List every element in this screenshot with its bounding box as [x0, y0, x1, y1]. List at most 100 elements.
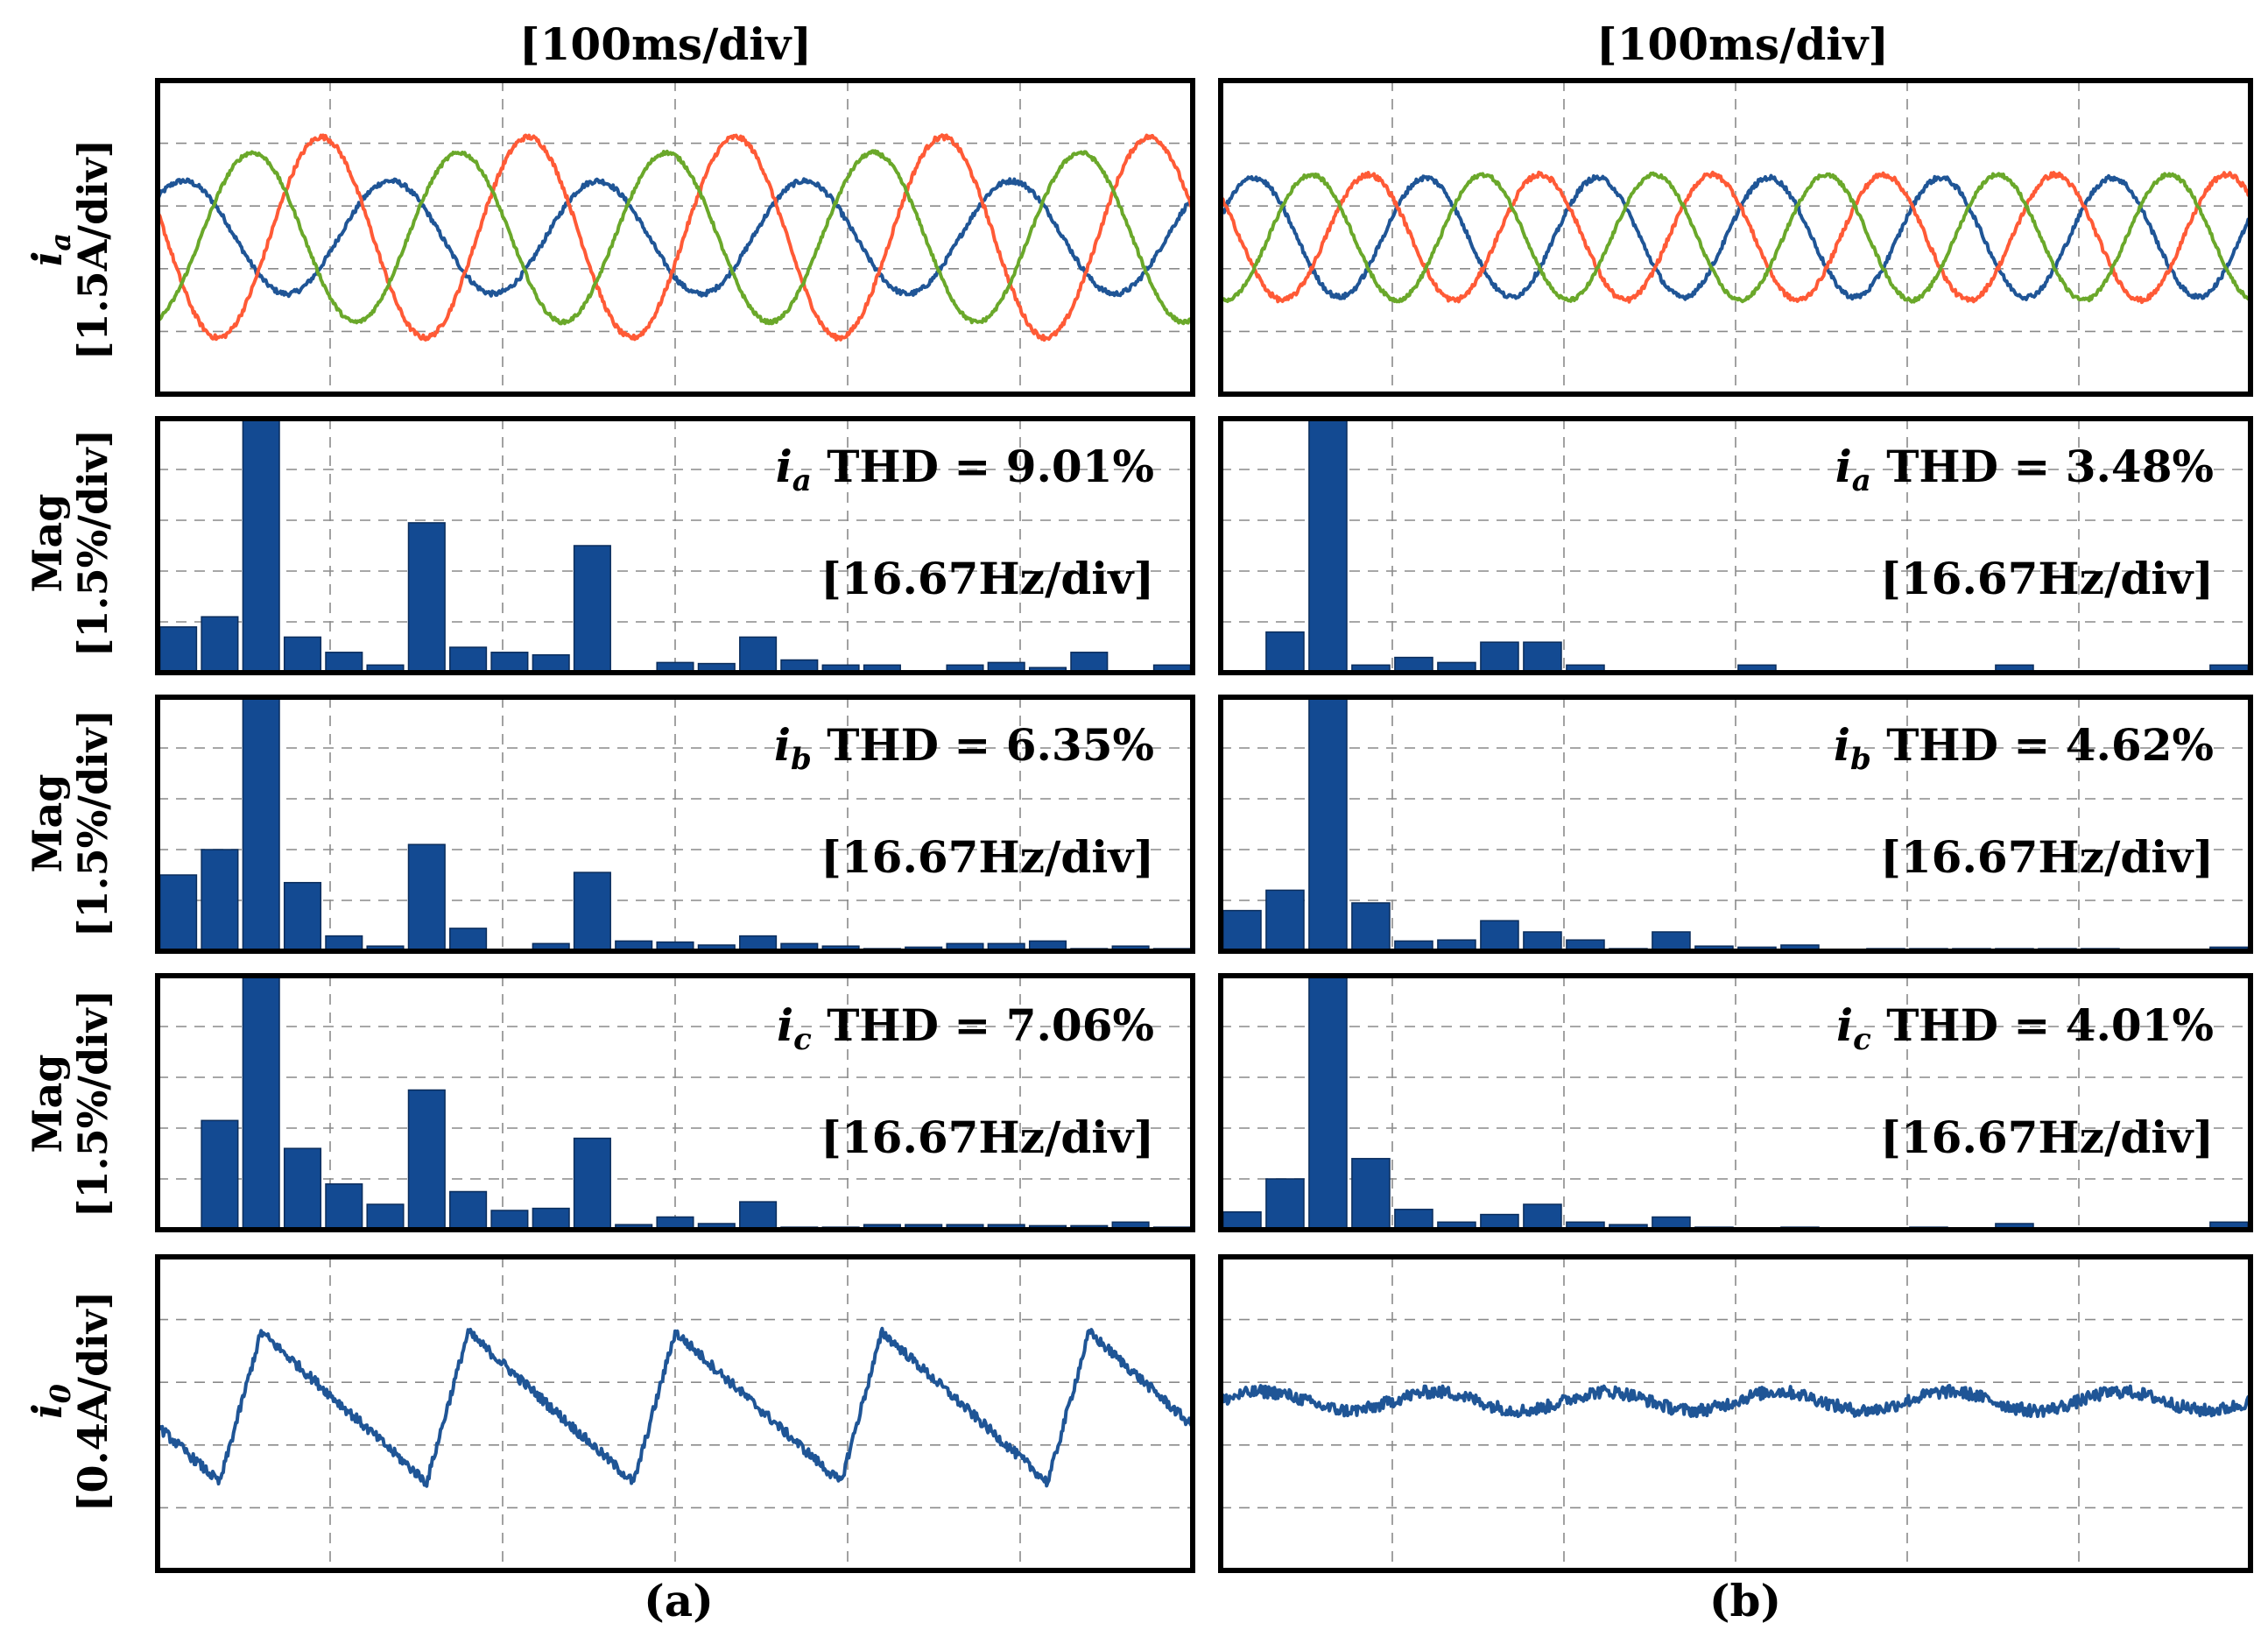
svg-text:Mag: Mag	[24, 494, 71, 593]
harmonic-bar	[573, 1137, 611, 1231]
harmonic-bar	[449, 1190, 488, 1231]
col-a-time-scale: [100ms/div]	[519, 18, 812, 70]
harmonic-bar	[1308, 696, 1348, 952]
harmonic-bar	[1222, 909, 1262, 952]
freq-scale-b-ic: [16.67Hz/div]	[1880, 1111, 2214, 1163]
freq-scale-b-ia: [16.67Hz/div]	[1880, 553, 2214, 604]
row-label-i0: i0 [0.4A/div]	[24, 1291, 116, 1512]
panel-frame	[1218, 973, 2253, 1232]
freq-scale-a-ia: [16.67Hz/div]	[821, 553, 1154, 604]
harmonic-bar	[242, 696, 280, 952]
freq-scale-a-ic: [16.67Hz/div]	[821, 1111, 1154, 1163]
harmonic-bar	[1523, 1203, 1562, 1231]
harmonic-bar	[325, 652, 363, 674]
panel-frame	[1218, 416, 2253, 675]
harmonic-bar	[283, 1147, 322, 1231]
harmonic-bar	[407, 1089, 446, 1231]
marks-layer	[156, 133, 2252, 1488]
freq-scale-a-ib: [16.67Hz/div]	[821, 831, 1154, 883]
harmonic-bar	[366, 1203, 405, 1231]
harmonic-bar	[159, 874, 198, 952]
svg-text:Mag: Mag	[24, 1055, 71, 1154]
trace-phase-a-blue-	[157, 177, 1194, 299]
harmonic-bar	[1480, 641, 1519, 674]
col-b-time-scale: [100ms/div]	[1596, 18, 1889, 70]
svg-text:[1.5%/div]: [1.5%/div]	[69, 429, 116, 657]
freq-scale-b-ib: [16.67Hz/div]	[1880, 831, 2214, 883]
harmonic-bar	[1222, 1210, 1262, 1231]
trace-phase-b-orange-	[156, 133, 1194, 342]
harmonic-bar	[1265, 631, 1305, 674]
panel-frame	[155, 416, 1195, 675]
harmonic-bar	[325, 1183, 363, 1231]
trace-phase-b-orange-	[1219, 170, 2251, 305]
harmonic-bar	[490, 652, 529, 674]
thd-label-b-ib: ib THD = 4.62%	[1834, 719, 2214, 777]
harmonic-bar	[407, 843, 446, 952]
harmonic-bar	[1265, 889, 1305, 952]
trace-phase-c-green-	[157, 149, 1194, 326]
harmonic-bar	[1351, 1158, 1391, 1231]
thd-label-b-ia: ia THD = 3.48%	[1835, 441, 2214, 498]
panel-frame	[155, 78, 1195, 397]
harmonic-bar	[532, 1207, 570, 1231]
row-label-mag-1: Mag [1.5%/div]	[24, 429, 116, 657]
svg-text:[1.5%/div]: [1.5%/div]	[69, 990, 116, 1217]
harmonic-bar	[1351, 902, 1391, 952]
harmonic-bar	[449, 928, 488, 952]
harmonic-bar	[201, 1119, 239, 1231]
harmonic-bar	[1523, 931, 1562, 952]
harmonic-bar	[1070, 652, 1109, 674]
thd-label-a-ic: ic THD = 7.06%	[777, 999, 1154, 1057]
trace-i0	[1220, 1384, 2252, 1419]
harmonic-bar	[573, 545, 611, 674]
thd-label-b-ic: ic THD = 4.01%	[1836, 999, 2214, 1057]
harmonic-bar	[490, 1210, 529, 1231]
harmonic-bar	[1652, 931, 1691, 952]
harmonic-bar	[1394, 1209, 1433, 1231]
panel-frame	[155, 1254, 1195, 1573]
panel-frame	[1218, 78, 2253, 397]
harmonic-bar	[283, 636, 322, 674]
i0-scale: [0.4A/div]	[69, 1291, 116, 1512]
harmonic-bar	[1265, 1178, 1305, 1231]
i0-subscript: 0	[44, 1384, 77, 1403]
panel-frame	[1218, 695, 2253, 954]
svg-text:[1.5%/div]: [1.5%/div]	[69, 709, 116, 937]
harmonic-bar	[573, 871, 611, 952]
panel-frame	[1218, 1254, 2253, 1573]
harmonic-bar	[201, 849, 239, 952]
harmonic-bar	[1308, 418, 1348, 674]
harmonic-bar	[283, 881, 322, 952]
harmonic-bar	[1480, 920, 1519, 952]
harmonic-bar	[449, 646, 488, 674]
panel-frame	[155, 695, 1195, 954]
ia-scale: [1.5A/div]	[69, 139, 116, 360]
thd-label-a-ia: ia THD = 9.01%	[776, 441, 1154, 498]
grid-layer	[158, 81, 2250, 1570]
col-a-caption: (a)	[644, 1575, 714, 1626]
panel-frame	[155, 973, 1195, 1232]
i0-symbol: i	[24, 1403, 71, 1418]
frames-layer	[155, 78, 2253, 1573]
svg-text:Mag: Mag	[24, 774, 71, 873]
svg-text:ia: ia	[24, 233, 77, 266]
harmonic-bar	[1308, 975, 1348, 1231]
row-label-mag-3: Mag [1.5%/div]	[24, 990, 116, 1217]
ia-symbol: i	[24, 251, 71, 266]
harmonic-bar	[242, 975, 280, 1231]
ia-subscript: a	[44, 233, 77, 251]
row-label-ia: ia [1.5A/div]	[24, 139, 116, 360]
trace-phase-a-blue-	[1219, 173, 2251, 301]
harmonic-bar	[1523, 641, 1562, 674]
harmonic-bar	[739, 1201, 778, 1231]
harmonic-bar	[739, 636, 778, 674]
row-label-mag-2: Mag [1.5%/div]	[24, 709, 116, 937]
harmonic-bar	[159, 626, 198, 674]
trace-i0	[156, 1326, 1194, 1488]
harmonic-bar	[532, 653, 570, 674]
svg-text:i0: i0	[24, 1384, 77, 1419]
thd-label-a-ib: ib THD = 6.35%	[774, 719, 1154, 777]
harmonic-bar	[407, 522, 446, 674]
